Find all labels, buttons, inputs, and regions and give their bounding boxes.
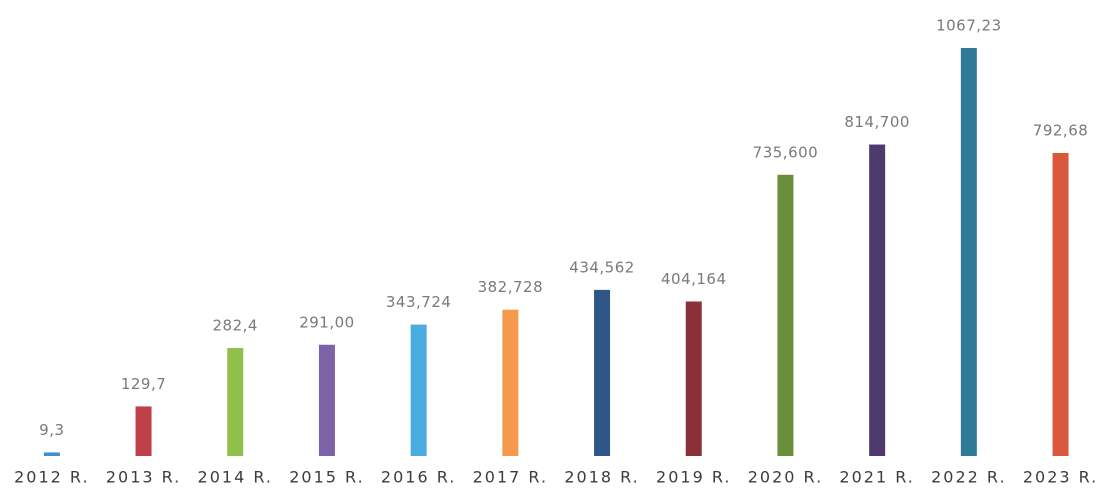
bar [777,174,794,456]
x-tick-label: 2019 R. [656,468,731,487]
bar [1052,152,1069,456]
x-tick-label: 2017 R. [473,468,548,487]
value-label: 282,4 [213,317,258,335]
x-tick-label: 2021 R. [839,468,914,487]
value-label: 291,00 [299,313,355,331]
x-tick-label: 2012 R. [14,468,89,487]
x-tick-label: 2022 R. [931,468,1006,487]
value-label: 404,164 [661,270,727,288]
x-tick-label: 2013 R. [106,468,181,487]
bar [318,344,335,456]
value-label: 343,724 [386,293,452,311]
bar [960,48,977,456]
x-tick-label: 2016 R. [381,468,456,487]
bar [502,309,519,456]
value-label: 9,3 [39,421,64,439]
value-label: 434,562 [569,258,635,276]
value-label: 792,68 [1033,121,1089,139]
value-label: 1067,23 [936,17,1002,35]
value-label: 735,600 [753,143,819,161]
bar [135,406,152,456]
bar [227,348,244,456]
bar [410,324,427,456]
value-label: 814,700 [844,113,910,131]
bar [685,301,702,456]
bar [869,144,886,456]
value-label: 382,728 [478,278,544,296]
x-tick-label: 2018 R. [564,468,639,487]
bar [43,452,60,456]
x-tick-label: 2023 R. [1023,468,1098,487]
x-tick-label: 2020 R. [748,468,823,487]
value-label: 129,7 [121,375,166,393]
bar [594,289,611,456]
x-tick-label: 2014 R. [198,468,273,487]
x-tick-label: 2015 R. [289,468,364,487]
